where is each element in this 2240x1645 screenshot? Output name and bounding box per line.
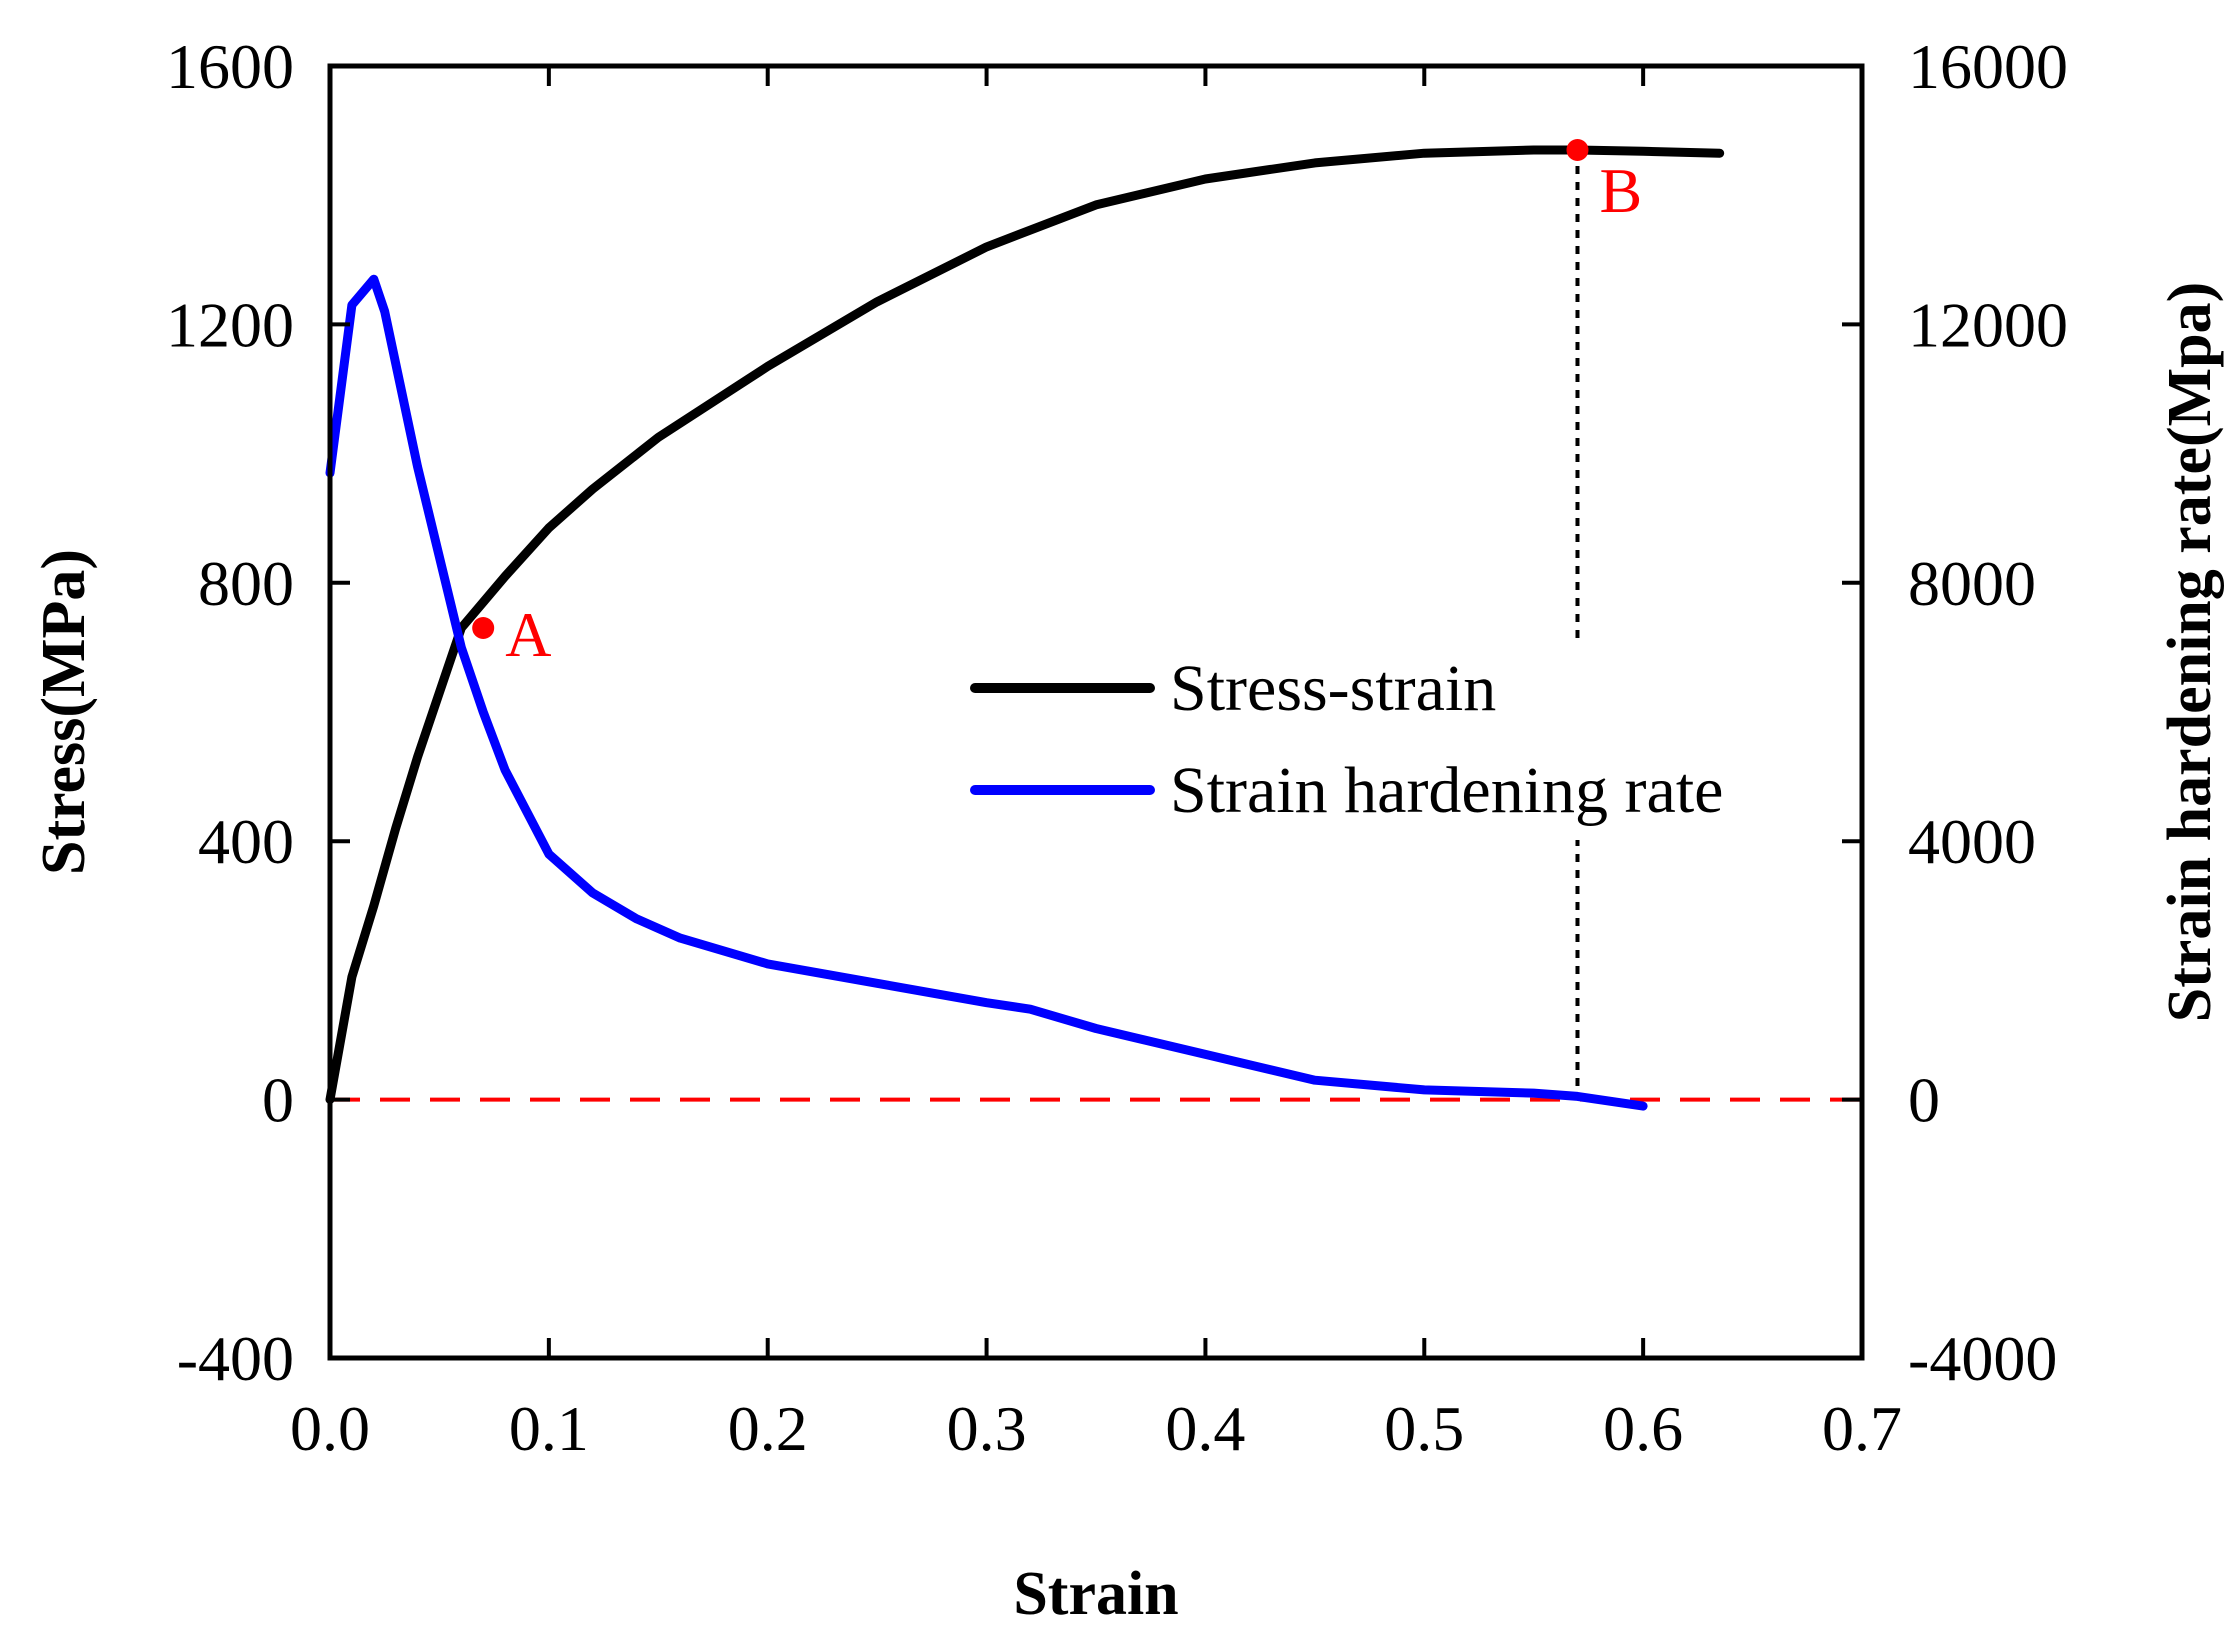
y-left-tick-label: 800 [198, 548, 294, 619]
legend-label: Strain hardening rate [1170, 754, 1723, 827]
y-right-tick-label: 0 [1908, 1065, 1940, 1136]
y-right-tick-label: 12000 [1908, 289, 2068, 360]
x-tick-label: 0.6 [1603, 1393, 1683, 1464]
series-line-stress-strain [325, 145, 1725, 1105]
y-right-tick-label: 8000 [1908, 548, 2036, 619]
annotation-point-a [472, 617, 495, 640]
axes-layer: 0.0 0.1 0.2 0.3 0.4 0.5 0.6 0.7-400040080012001… [30, 31, 2224, 1628]
y-right-tick-label: 16000 [1908, 31, 2068, 102]
annotation-label-b: B [1599, 155, 1642, 226]
y-left-tick-label: 0 [262, 1065, 294, 1136]
legend: Stress-strain Strain hardening rate [960, 640, 1840, 840]
annotation-point-b [1566, 138, 1589, 161]
y-right-tick-label: -4000 [1908, 1323, 2057, 1394]
y-left-tick-label: -400 [177, 1323, 294, 1394]
x-tick-label: 0.3 [947, 1393, 1027, 1464]
x-tick-label: 0.5 [1384, 1393, 1464, 1464]
legend-label: Stress-strain [1170, 652, 1496, 725]
annotation-label-a: A [505, 599, 551, 670]
legend-background [960, 640, 1840, 840]
y-left-tick-label: 1600 [166, 31, 294, 102]
y-right-axis-title: Strain hardening rate(Mpa) [2156, 282, 2224, 1023]
plot-layer: AB [325, 138, 1862, 1111]
x-tick-label: 0.7 [1822, 1393, 1902, 1464]
plot-frame [327, 63, 1865, 1361]
y-left-tick-label: 1200 [166, 289, 294, 360]
x-tick-label: 0.4 [1165, 1393, 1245, 1464]
y-left-tick-label: 400 [198, 806, 294, 877]
y-left-axis-title: Stress(MPa) [30, 549, 98, 875]
x-tick-label: 0.2 [728, 1393, 808, 1464]
x-tick-label: 0.0 [290, 1393, 370, 1464]
series-line-strain-hardening-rate [325, 274, 1648, 1111]
y-right-tick-label: 4000 [1908, 806, 2036, 877]
x-tick-label: 0.1 [509, 1393, 589, 1464]
x-axis-title: Strain [1013, 1560, 1178, 1628]
